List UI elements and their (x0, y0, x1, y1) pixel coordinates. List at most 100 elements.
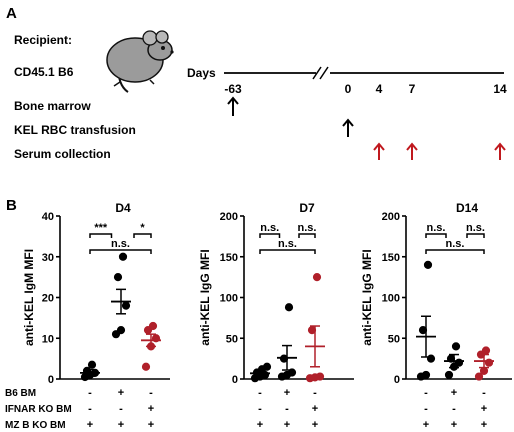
data-point (481, 346, 491, 355)
days-label: Days (187, 66, 216, 80)
y-tick-label: 150 (220, 252, 238, 264)
genotype-sign: + (284, 419, 290, 431)
row-label-transfusion: KEL RBC transfusion (14, 123, 136, 137)
significance-bracket (298, 233, 316, 238)
genotype-sign: - (285, 403, 289, 415)
y-tick-label: 200 (220, 211, 238, 223)
y-tick-label: 0 (48, 374, 54, 386)
significance-label: n.s. (111, 238, 130, 250)
data-point (474, 372, 484, 381)
significance-label: *** (94, 222, 108, 234)
genotype-sign: - (424, 387, 428, 399)
row-label-serum: Serum collection (14, 147, 111, 161)
day-tick: -63 (224, 82, 242, 96)
significance-label: n.s. (427, 222, 446, 234)
genotype-sign: - (149, 387, 153, 399)
data-point (444, 370, 454, 380)
significance-label: n.s. (260, 222, 279, 234)
genotype-sign: + (451, 419, 457, 431)
arrow-head (406, 142, 418, 151)
genotype-sign: + (451, 387, 457, 399)
row-label-bone-marrow: Bone marrow (14, 99, 91, 113)
data-point (426, 354, 436, 363)
genotype-sign: + (312, 419, 318, 431)
recipient-title: Recipient: (14, 33, 72, 47)
significance-bracket (133, 233, 152, 238)
genotype-sign: + (481, 419, 487, 431)
data-point (116, 326, 126, 335)
genotype-sign: + (87, 419, 93, 431)
y-tick-label: 30 (42, 252, 54, 264)
data-point (284, 303, 294, 312)
day-tick: 0 (345, 82, 352, 96)
mouse-icon (106, 30, 174, 93)
strain-label: CD45.1 B6 (14, 65, 74, 79)
data-point (423, 260, 433, 269)
chart-title: D7 (299, 201, 315, 215)
significance-label: n.s. (278, 238, 297, 250)
genotype-sign: + (148, 419, 154, 431)
y-tick-label: 100 (382, 293, 400, 305)
y-tick-label: 0 (394, 374, 400, 386)
row-label-mz-b-ko-bm: MZ B KO BM (5, 420, 66, 431)
panel-b-label: B (6, 197, 17, 214)
significance-bracket (425, 233, 447, 238)
data-point (141, 362, 151, 371)
y-axis-label: anti-KEL IgG MFI (360, 249, 374, 345)
significance-label: n.s. (298, 222, 317, 234)
genotype-sign: - (482, 387, 486, 399)
arrow-head (227, 96, 239, 105)
arrow-head (373, 142, 385, 151)
genotype-sign: + (257, 419, 263, 431)
y-tick-label: 10 (42, 333, 54, 345)
genotype-sign: - (313, 387, 317, 399)
y-tick-label: 150 (382, 252, 400, 264)
y-tick-label: 200 (382, 211, 400, 223)
arrow-head (494, 142, 506, 151)
data-point (113, 273, 123, 282)
panel-a-label: A (6, 5, 17, 22)
data-point (262, 362, 272, 371)
genotype-sign: + (481, 403, 487, 415)
genotype-sign: + (148, 403, 154, 415)
axis-break-mark (312, 66, 322, 80)
data-point (312, 273, 322, 282)
arrow-head (342, 118, 354, 127)
genotype-sign: + (118, 387, 124, 399)
data-point (121, 301, 131, 310)
genotype-sign: + (423, 419, 429, 431)
data-point (315, 372, 325, 381)
y-tick-label: 20 (42, 293, 54, 305)
row-label-b6-bm: B6 BM (5, 388, 36, 399)
significance-bracket (425, 249, 485, 254)
genotype-sign: - (258, 387, 262, 399)
significance-bracket (259, 249, 316, 254)
day-tick: 4 (376, 82, 383, 96)
timeline-arrows (227, 96, 506, 160)
genotype-sign: - (424, 403, 428, 415)
significance-label: * (140, 222, 145, 234)
y-axis-label: anti-KEL IgM MFI (22, 249, 36, 346)
significance-label: n.s. (466, 222, 485, 234)
data-point (87, 360, 97, 369)
data-point (148, 321, 158, 331)
y-tick-label: 50 (388, 333, 400, 345)
day-tick: 14 (493, 82, 507, 96)
chart-title: D14 (456, 201, 478, 215)
genotype-sign: - (119, 403, 123, 415)
y-tick-label: 0 (232, 374, 238, 386)
axis-break-mark (319, 66, 329, 80)
genotype-sign: - (88, 403, 92, 415)
significance-bracket (259, 233, 281, 238)
day-tick: 7 (409, 82, 416, 96)
y-tick-label: 50 (226, 333, 238, 345)
chart-title: D4 (115, 201, 131, 215)
genotype-sign: + (118, 419, 124, 431)
genotype-sign: + (284, 387, 290, 399)
significance-bracket (89, 233, 113, 238)
